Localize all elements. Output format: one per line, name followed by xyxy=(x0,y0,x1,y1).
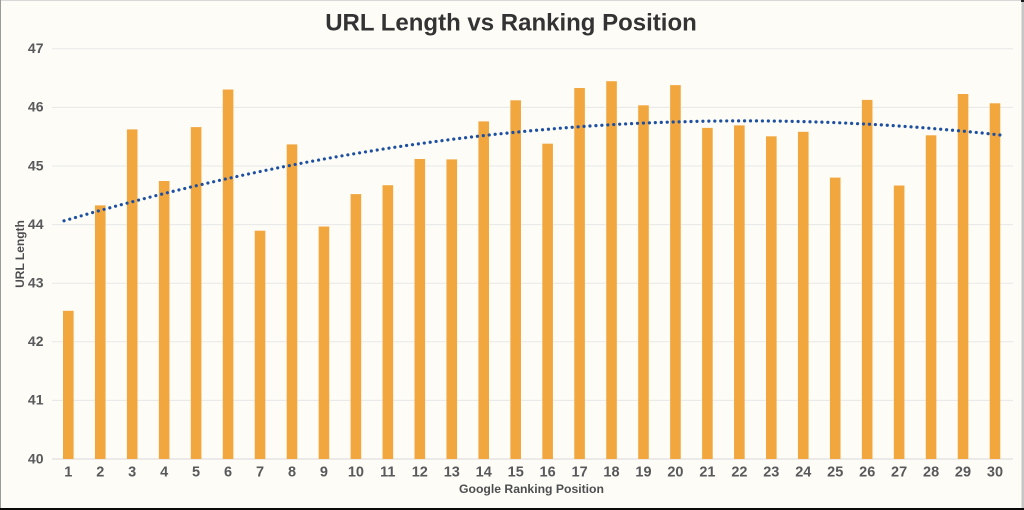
svg-text:6: 6 xyxy=(224,465,232,481)
svg-text:11: 11 xyxy=(380,465,395,481)
svg-text:15: 15 xyxy=(508,465,524,481)
svg-text:22: 22 xyxy=(731,465,747,481)
svg-text:42: 42 xyxy=(28,333,44,349)
svg-text:20: 20 xyxy=(667,465,683,481)
svg-text:47: 47 xyxy=(28,40,44,56)
svg-text:Google Ranking Position: Google Ranking Position xyxy=(459,482,604,496)
svg-text:7: 7 xyxy=(256,465,264,481)
svg-text:3: 3 xyxy=(128,465,136,481)
svg-text:URL Length: URL Length xyxy=(13,220,27,288)
svg-text:28: 28 xyxy=(923,465,939,481)
svg-text:9: 9 xyxy=(320,465,328,481)
svg-text:13: 13 xyxy=(444,465,460,481)
svg-text:41: 41 xyxy=(28,392,44,408)
svg-text:2: 2 xyxy=(96,465,104,481)
svg-text:4: 4 xyxy=(160,465,168,481)
svg-text:17: 17 xyxy=(572,465,588,481)
svg-text:40: 40 xyxy=(28,450,44,466)
svg-text:24: 24 xyxy=(795,465,811,481)
svg-text:16: 16 xyxy=(540,465,556,481)
svg-text:46: 46 xyxy=(28,99,44,115)
svg-text:26: 26 xyxy=(859,465,875,481)
svg-text:27: 27 xyxy=(891,465,907,481)
svg-text:18: 18 xyxy=(603,465,619,481)
svg-text:10: 10 xyxy=(348,465,364,481)
svg-text:12: 12 xyxy=(412,465,428,481)
svg-text:URL Length vs Ranking Position: URL Length vs Ranking Position xyxy=(325,10,697,37)
svg-text:25: 25 xyxy=(827,465,843,481)
svg-text:30: 30 xyxy=(987,465,1003,481)
svg-text:19: 19 xyxy=(635,465,651,481)
svg-text:23: 23 xyxy=(763,465,779,481)
svg-text:43: 43 xyxy=(28,275,44,291)
svg-text:21: 21 xyxy=(699,465,715,481)
svg-text:45: 45 xyxy=(28,157,44,173)
svg-text:8: 8 xyxy=(288,465,296,481)
svg-text:14: 14 xyxy=(476,465,492,481)
svg-text:29: 29 xyxy=(955,465,971,481)
svg-text:1: 1 xyxy=(64,465,72,481)
svg-text:44: 44 xyxy=(28,216,44,232)
svg-text:5: 5 xyxy=(192,465,200,481)
